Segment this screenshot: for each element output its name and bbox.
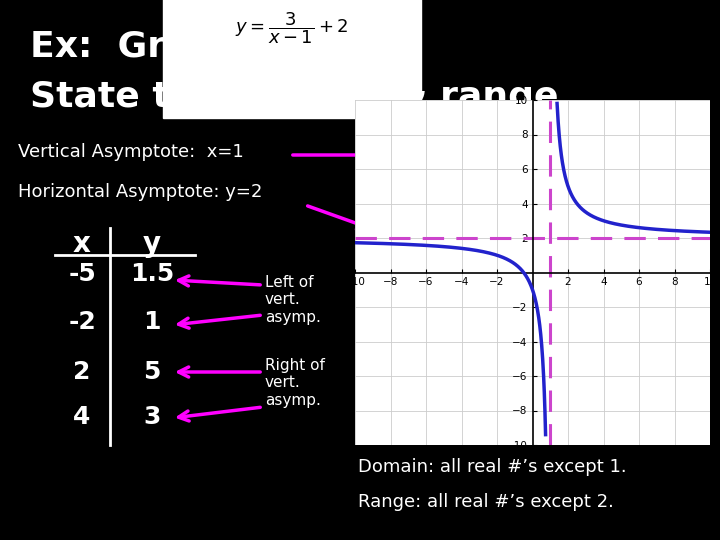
Text: 1.5: 1.5 (130, 262, 174, 286)
Text: $y = \dfrac{3}{x-1} + 2$: $y = \dfrac{3}{x-1} + 2$ (235, 10, 348, 46)
Text: Left of
vert.
asymp.: Left of vert. asymp. (265, 275, 321, 325)
Text: Range: all real #’s except 2.: Range: all real #’s except 2. (358, 493, 614, 511)
Text: Domain: all real #’s except 1.: Domain: all real #’s except 1. (358, 458, 626, 476)
Text: State the domain & range.: State the domain & range. (30, 80, 572, 114)
Text: 5: 5 (143, 360, 161, 384)
Text: -2: -2 (68, 310, 96, 334)
Text: Vertical Asymptote:  x=1: Vertical Asymptote: x=1 (18, 143, 244, 161)
Text: 2: 2 (73, 360, 91, 384)
Text: Right of
vert.
asymp.: Right of vert. asymp. (265, 358, 325, 408)
Text: 3: 3 (143, 405, 161, 429)
Text: 1: 1 (143, 310, 161, 334)
Text: 4: 4 (73, 405, 91, 429)
Text: -5: -5 (68, 262, 96, 286)
Text: y: y (143, 230, 161, 258)
Text: Horizontal Asymptote: y=2: Horizontal Asymptote: y=2 (18, 183, 262, 201)
Text: Ex:  Graph: Ex: Graph (30, 30, 241, 64)
Text: x: x (73, 230, 91, 258)
